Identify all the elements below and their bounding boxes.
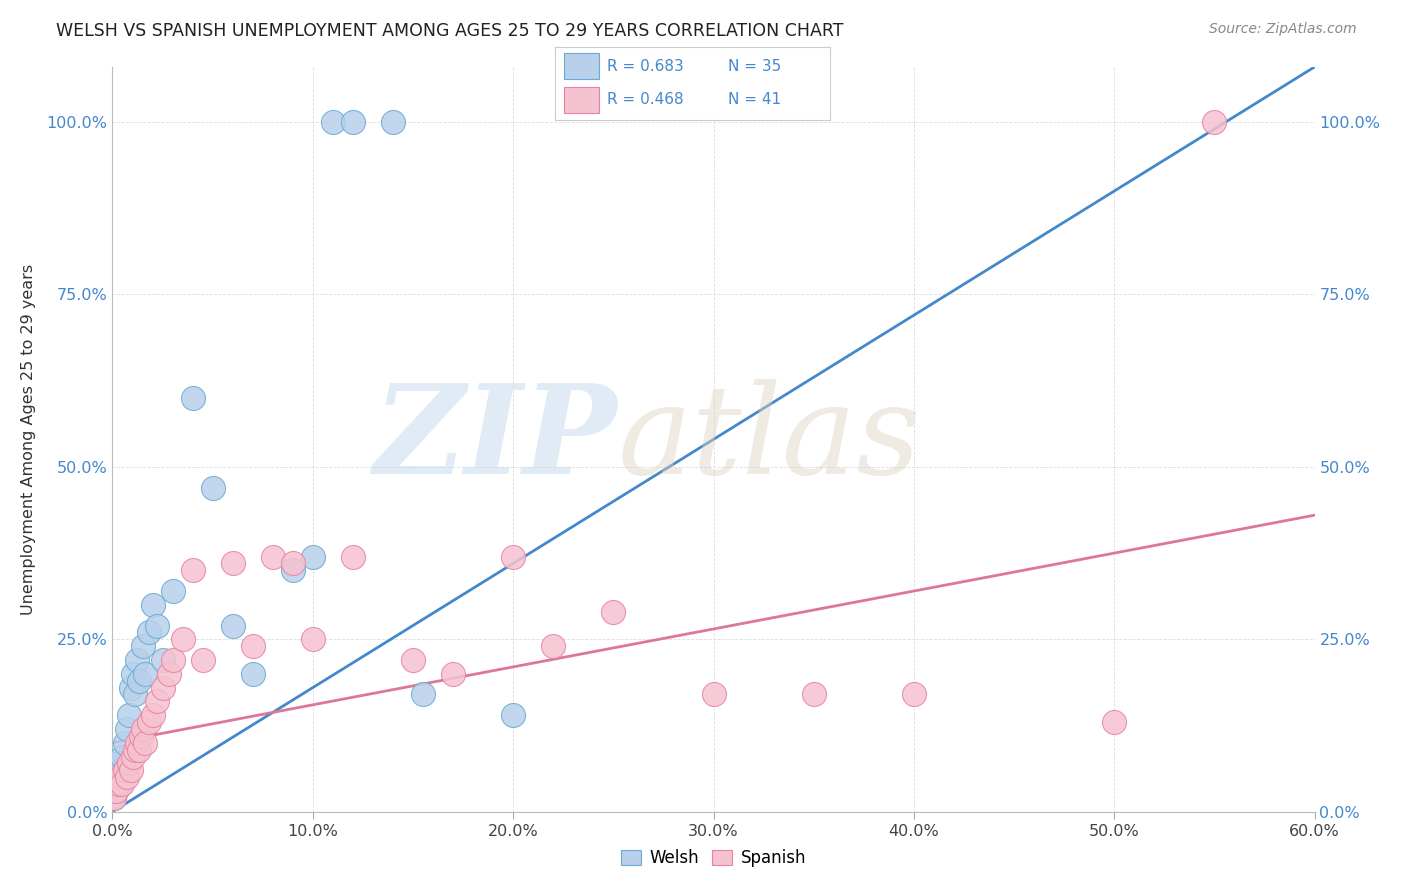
Point (111, 777, 134, 791)
Point (124, 688, 146, 702)
Point (105, 784, 128, 798)
Point (803, 688, 825, 702)
Point (201, 481, 224, 495)
Point (107, 770, 129, 784)
FancyBboxPatch shape (564, 87, 599, 113)
Point (110, 777, 132, 791)
Point (103, 791, 125, 805)
Point (134, 666, 156, 681)
Text: N = 41: N = 41 (728, 93, 782, 107)
Point (115, 770, 138, 784)
Text: Source: ZipAtlas.com: Source: ZipAtlas.com (1209, 22, 1357, 37)
Point (107, 777, 129, 791)
Point (172, 632, 194, 647)
Point (181, 563, 204, 577)
Point (125, 653, 148, 667)
Point (121, 666, 143, 681)
Point (114, 736, 136, 750)
Point (115, 722, 138, 736)
Point (903, 688, 925, 702)
Point (103, 791, 125, 805)
Point (157, 666, 180, 681)
Point (124, 742, 146, 756)
Point (222, 618, 245, 632)
Point (107, 756, 129, 771)
Point (141, 598, 163, 612)
Point (145, 694, 167, 708)
Point (121, 749, 143, 764)
Point (131, 639, 153, 653)
Point (152, 681, 174, 695)
Point (382, 115, 405, 129)
Point (117, 708, 139, 723)
Point (145, 618, 167, 632)
Point (114, 764, 136, 778)
Point (242, 666, 264, 681)
Point (242, 639, 264, 653)
Text: N = 35: N = 35 (728, 59, 782, 74)
Point (162, 584, 184, 599)
Point (602, 605, 624, 619)
Point (342, 549, 364, 564)
Point (111, 749, 134, 764)
Text: R = 0.468: R = 0.468 (607, 93, 685, 107)
Text: WELSH VS SPANISH UNEMPLOYMENT AMONG AGES 25 TO 29 YEARS CORRELATION CHART: WELSH VS SPANISH UNEMPLOYMENT AMONG AGES… (56, 22, 844, 40)
Point (302, 632, 325, 647)
Point (1204, 115, 1226, 129)
Legend: Welsh, Spanish: Welsh, Spanish (614, 843, 813, 874)
Point (134, 736, 156, 750)
Point (110, 764, 132, 778)
Point (138, 714, 160, 729)
Point (111, 770, 134, 784)
Point (1102, 714, 1125, 729)
Point (125, 736, 148, 750)
Point (543, 639, 565, 653)
Point (181, 391, 204, 405)
Point (702, 688, 725, 702)
Point (502, 708, 524, 723)
Point (441, 666, 464, 681)
Text: ZIP: ZIP (374, 378, 617, 500)
Point (222, 557, 245, 571)
Point (152, 653, 174, 667)
Point (129, 729, 152, 743)
Point (120, 681, 142, 695)
Point (141, 708, 163, 723)
Text: atlas: atlas (617, 378, 921, 500)
Point (342, 115, 364, 129)
Point (412, 688, 434, 702)
FancyBboxPatch shape (564, 54, 599, 79)
Point (281, 557, 304, 571)
Point (105, 784, 128, 798)
Point (128, 673, 150, 688)
Point (191, 653, 214, 667)
Point (131, 722, 153, 736)
Point (110, 770, 132, 784)
Point (262, 549, 284, 564)
Point (302, 549, 325, 564)
Y-axis label: Unemployment Among Ages 25 to 29 years: Unemployment Among Ages 25 to 29 years (21, 264, 35, 615)
Text: R = 0.683: R = 0.683 (607, 59, 685, 74)
Point (162, 653, 184, 667)
Point (281, 563, 304, 577)
Point (138, 625, 160, 640)
Point (322, 115, 344, 129)
Point (128, 742, 150, 756)
Point (502, 549, 524, 564)
Point (120, 764, 142, 778)
Point (117, 756, 139, 771)
Point (402, 653, 425, 667)
Point (114, 764, 136, 778)
